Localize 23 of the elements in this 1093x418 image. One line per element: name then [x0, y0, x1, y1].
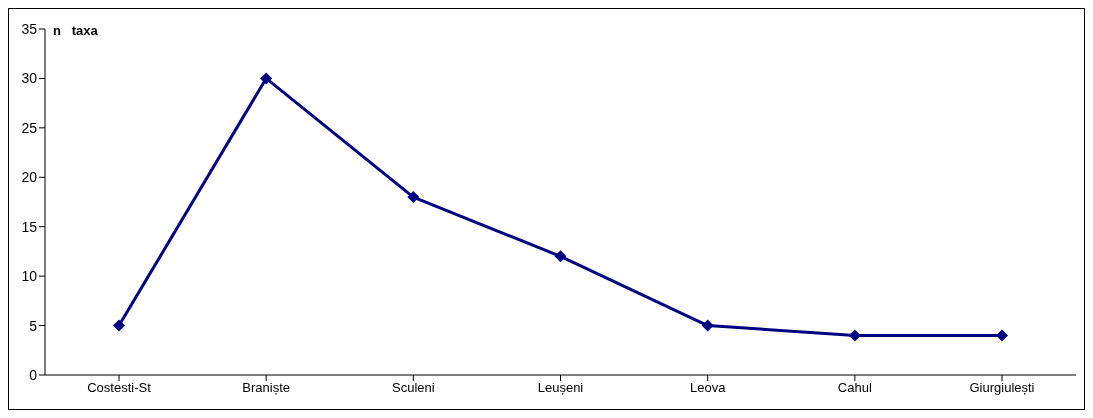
y-tick-label: 0 [29, 366, 38, 383]
x-tick-label: Costesti-St [87, 380, 152, 396]
point [113, 319, 125, 332]
point [407, 191, 420, 204]
x-tick-label: Cahul [837, 380, 872, 396]
x-tick-label: Sculeni [392, 380, 435, 396]
x-tick-label: Giurgiulești [969, 380, 1035, 396]
point [701, 319, 714, 332]
y-axis-title: n taxa [53, 23, 99, 38]
y-tick-label: 25 [21, 119, 38, 136]
x-tick-label: Braniște [242, 380, 291, 396]
point [260, 72, 273, 85]
point [996, 329, 1008, 342]
x-tick-label: Leova [689, 380, 727, 396]
x-tick-label: Leușeni [537, 380, 584, 396]
y-tick-label: 15 [21, 218, 38, 235]
point [554, 250, 567, 263]
y-tick-label: 20 [21, 169, 38, 186]
y-tick-label: 5 [29, 317, 38, 334]
y-tick-label: 35 [21, 20, 38, 37]
y-tick-label: 30 [21, 70, 38, 87]
point [848, 329, 861, 342]
y-tick-label: 10 [21, 268, 38, 285]
